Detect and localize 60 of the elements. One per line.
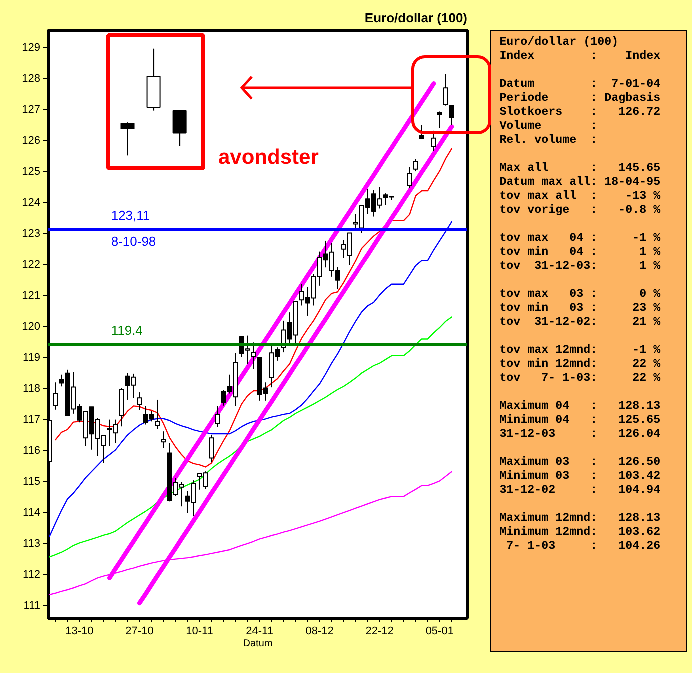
y-tick-label: 118	[22, 383, 41, 396]
annotation: avondster	[218, 146, 319, 169]
line-series	[49, 316, 452, 558]
candlestick	[209, 434, 214, 464]
x-tick-label: 10-11	[186, 626, 214, 638]
candlestick	[431, 130, 436, 152]
candlestick	[407, 167, 412, 189]
y-tick-label: 115	[22, 476, 41, 488]
y-tick-label: 126	[22, 135, 41, 148]
y-tick-label: 124	[22, 197, 41, 210]
y-tick-label: 123	[22, 228, 41, 240]
text: Maximum 04 : 128.13 Minimum 04 : 125.65 31-12-03 : 126.04	[500, 399, 661, 442]
y-tick-label: 111	[24, 600, 41, 612]
candlestick	[53, 382, 58, 410]
text: tov max 03 : 0 % tov min 03 : 23 % tov 31-12-02: 21 %	[500, 287, 661, 330]
text: Maximum 12mnd: 128.13 Minimum 12mnd: 103.62 7- 1-03 : 104.26	[500, 511, 661, 554]
x-tick-label: 05-01	[426, 626, 454, 638]
x-tick-label: 27-10	[126, 626, 154, 638]
ref-line-label: 123,11	[111, 208, 150, 223]
candlestick	[215, 406, 220, 428]
chart-title: Euro/dollar (100)	[364, 10, 468, 26]
y-tick-label: 120	[22, 321, 41, 334]
annotation: 8-10-98	[111, 234, 156, 249]
line-series	[55, 148, 452, 468]
text: Index : Index	[500, 49, 661, 64]
candlestick	[413, 158, 418, 172]
candlestick	[443, 74, 448, 106]
text: Euro/dollar (100)	[500, 35, 619, 50]
text: tov max 12mnd: -1 % tov min 12mnd: 22 % tov 7- 1-03: 22 %	[500, 343, 661, 386]
candlestick	[419, 124, 424, 140]
candlestick	[137, 392, 142, 412]
y-tick-label: 127	[22, 104, 41, 116]
y-tick-label: 121	[22, 290, 41, 302]
y-tick-label: 122	[22, 259, 41, 272]
x-tick-label: 08-12	[306, 626, 334, 638]
y-tick-label: 128	[22, 73, 41, 86]
x-axis-title: Datum	[243, 638, 273, 650]
candlestick	[155, 399, 160, 430]
y-tick-label: 129	[22, 42, 41, 54]
candlestick	[172, 110, 187, 147]
x-tick-label: 22-12	[366, 626, 394, 638]
y-tick-label: 113	[22, 538, 41, 550]
candlestick	[437, 111, 442, 129]
y-tick-label: 125	[22, 166, 41, 178]
x-tick-label: 24-11	[246, 626, 274, 638]
y-tick-label: 117	[22, 414, 41, 426]
y-tick-label: 112	[22, 569, 41, 582]
text: Datum : 7-01-04 Periode : Dagbasis Slotkoers : 126.72 Volume : Rel. volume :	[500, 77, 661, 148]
x-tick-label: 13-10	[66, 626, 94, 638]
y-tick-label: 119	[22, 352, 41, 364]
candlestick	[161, 431, 166, 449]
ref-line-label: 119.4	[111, 322, 143, 338]
candlestick	[449, 105, 454, 126]
text: Max all : 145.65 Datum max all: 18-04-95 tov max all : -13 % tov vorige : -0.8 %	[500, 161, 661, 218]
candlestick	[120, 122, 135, 156]
text: tov max 04 : -1 % tov min 04 : 1 % tov 31-12-03: 1 %	[500, 231, 661, 274]
y-tick-label: 114	[22, 507, 41, 520]
text: Maximum 03 : 126.50 Minimum 03 : 103.42 31-12-02 : 104.94	[500, 455, 661, 498]
candlestick	[251, 342, 256, 370]
y-tick-label: 116	[22, 445, 41, 458]
